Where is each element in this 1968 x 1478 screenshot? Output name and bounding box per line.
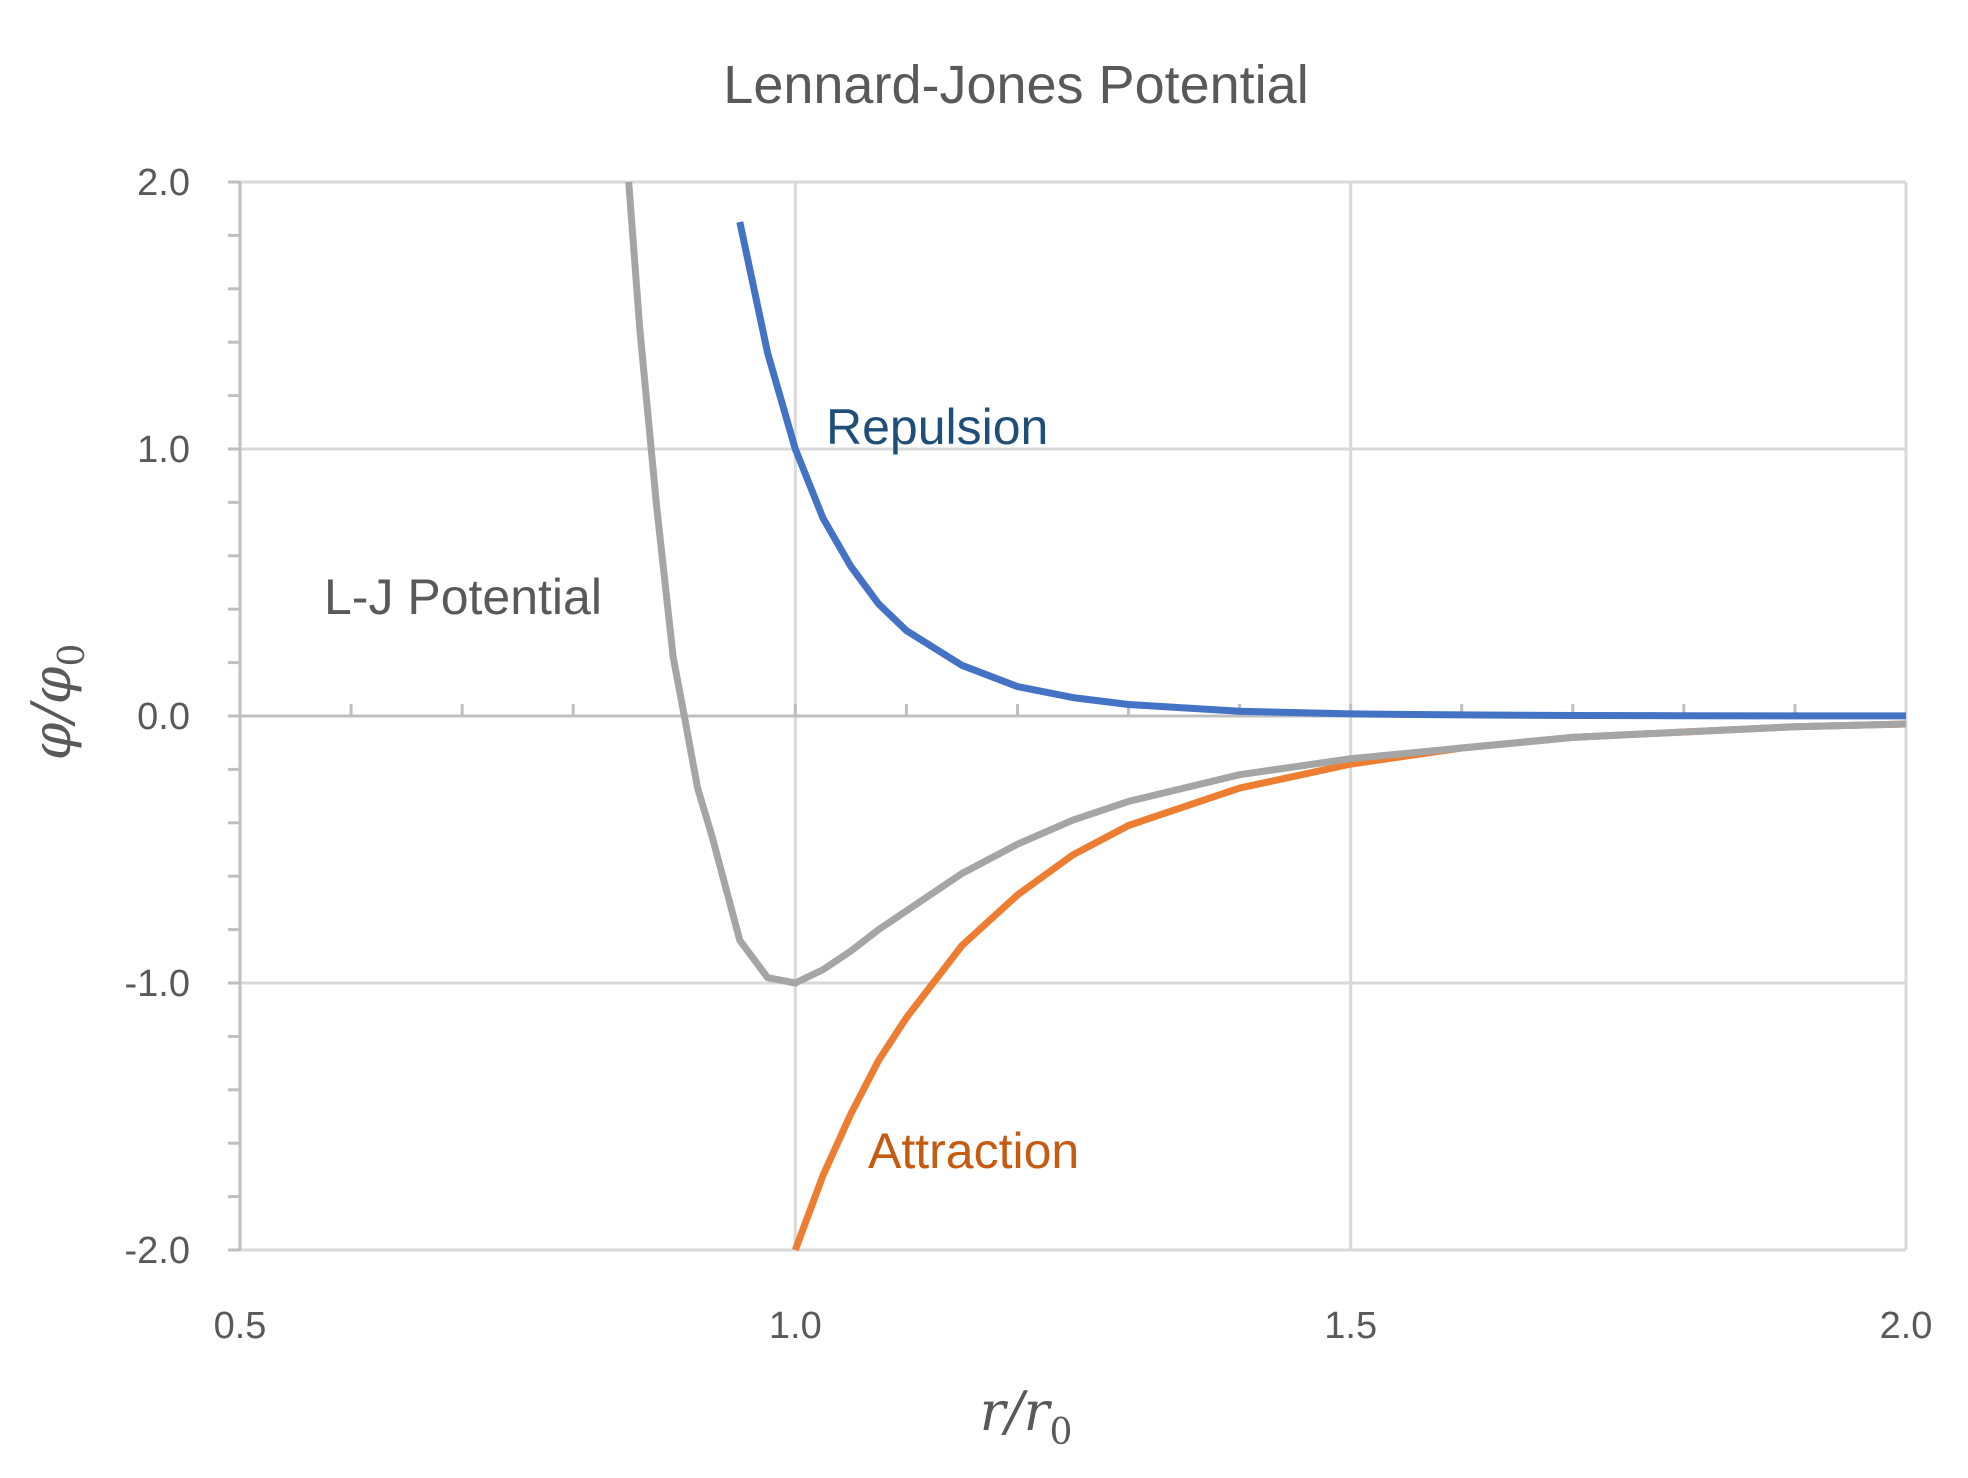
series-lines [625,181,1907,1252]
series-line-lj [625,181,1907,987]
annotation-lj: L-J Potential [324,569,602,625]
x-tick-label: 1.0 [769,1305,822,1347]
y-tick-label: 0.0 [137,696,190,738]
annotations: Repulsion L-J Potential Attraction [324,399,1079,1179]
y-tick-label: 1.0 [137,429,190,471]
chart-title: Lennard-Jones Potential [723,55,1308,115]
x-tick-label: 1.5 [1324,1305,1377,1347]
x-tick-label: 0.5 [214,1305,267,1347]
y-axis-label: φ/φ0 [20,644,93,761]
y-tick-label: 2.0 [137,162,190,204]
y-tick-label: -1.0 [125,963,190,1005]
y-tick-label: -2.0 [125,1230,190,1272]
annotation-attraction: Attraction [868,1123,1079,1179]
x-tick-label: 2.0 [1880,1305,1933,1347]
annotation-repulsion: Repulsion [826,399,1048,455]
x-axis-label: r/r0 [980,1380,1073,1453]
series-line-repulsion [736,221,1906,720]
tick-labels: 2.0 1.0 0.0 -1.0 -2.0 0.5 1.0 1.5 2.0 [125,162,1933,1347]
